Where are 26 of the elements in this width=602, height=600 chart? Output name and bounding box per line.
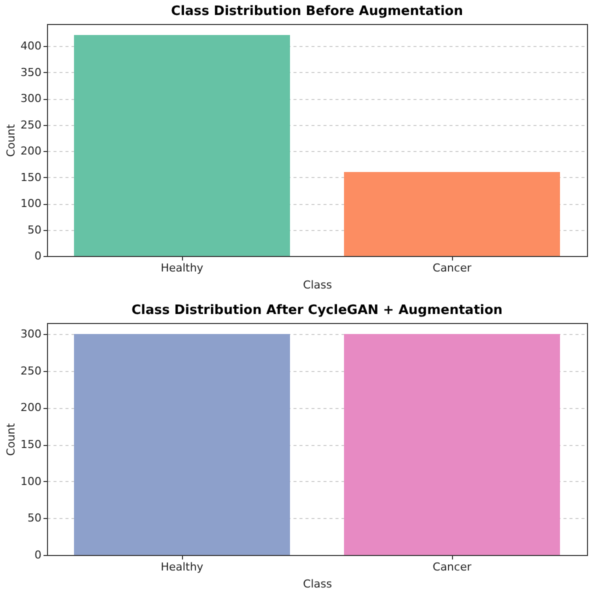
- y-tick-label: 100: [20, 474, 42, 488]
- y-tick-label: 300: [20, 92, 42, 106]
- x-tick-label: Healthy: [160, 262, 204, 274]
- y-tick-label: 50: [28, 223, 42, 236]
- chart-title: Class Distribution Before Augmentation: [171, 4, 463, 19]
- y-axis-title: Count: [4, 422, 18, 456]
- y-tick-label: 150: [20, 438, 42, 452]
- x-tick-label: Healthy: [160, 560, 204, 574]
- x-tick-label: Cancer: [432, 560, 472, 574]
- y-tick-label: 300: [20, 328, 42, 341]
- x-axis-title: Class: [303, 278, 332, 292]
- y-tick-label: 0: [34, 548, 42, 562]
- y-tick-label: 350: [20, 66, 42, 79]
- chart-title: Class Distribution After CycleGAN + Augmentation: [131, 303, 503, 318]
- y-axis-title: Count: [4, 123, 18, 157]
- y-tick-label: 200: [20, 144, 42, 158]
- y-tick-label: 0: [34, 250, 42, 262]
- y-tick-label: 400: [20, 40, 42, 53]
- y-tick-label: 250: [20, 364, 42, 378]
- y-tick-label: 250: [20, 118, 42, 132]
- x-tick-label: Cancer: [432, 262, 472, 274]
- x-axis-title: Class: [303, 578, 332, 590]
- y-tick-label: 150: [20, 170, 42, 184]
- y-tick-label: 200: [20, 401, 42, 414]
- y-tick-label: 100: [20, 197, 42, 210]
- y-tick-label: 50: [28, 512, 42, 525]
